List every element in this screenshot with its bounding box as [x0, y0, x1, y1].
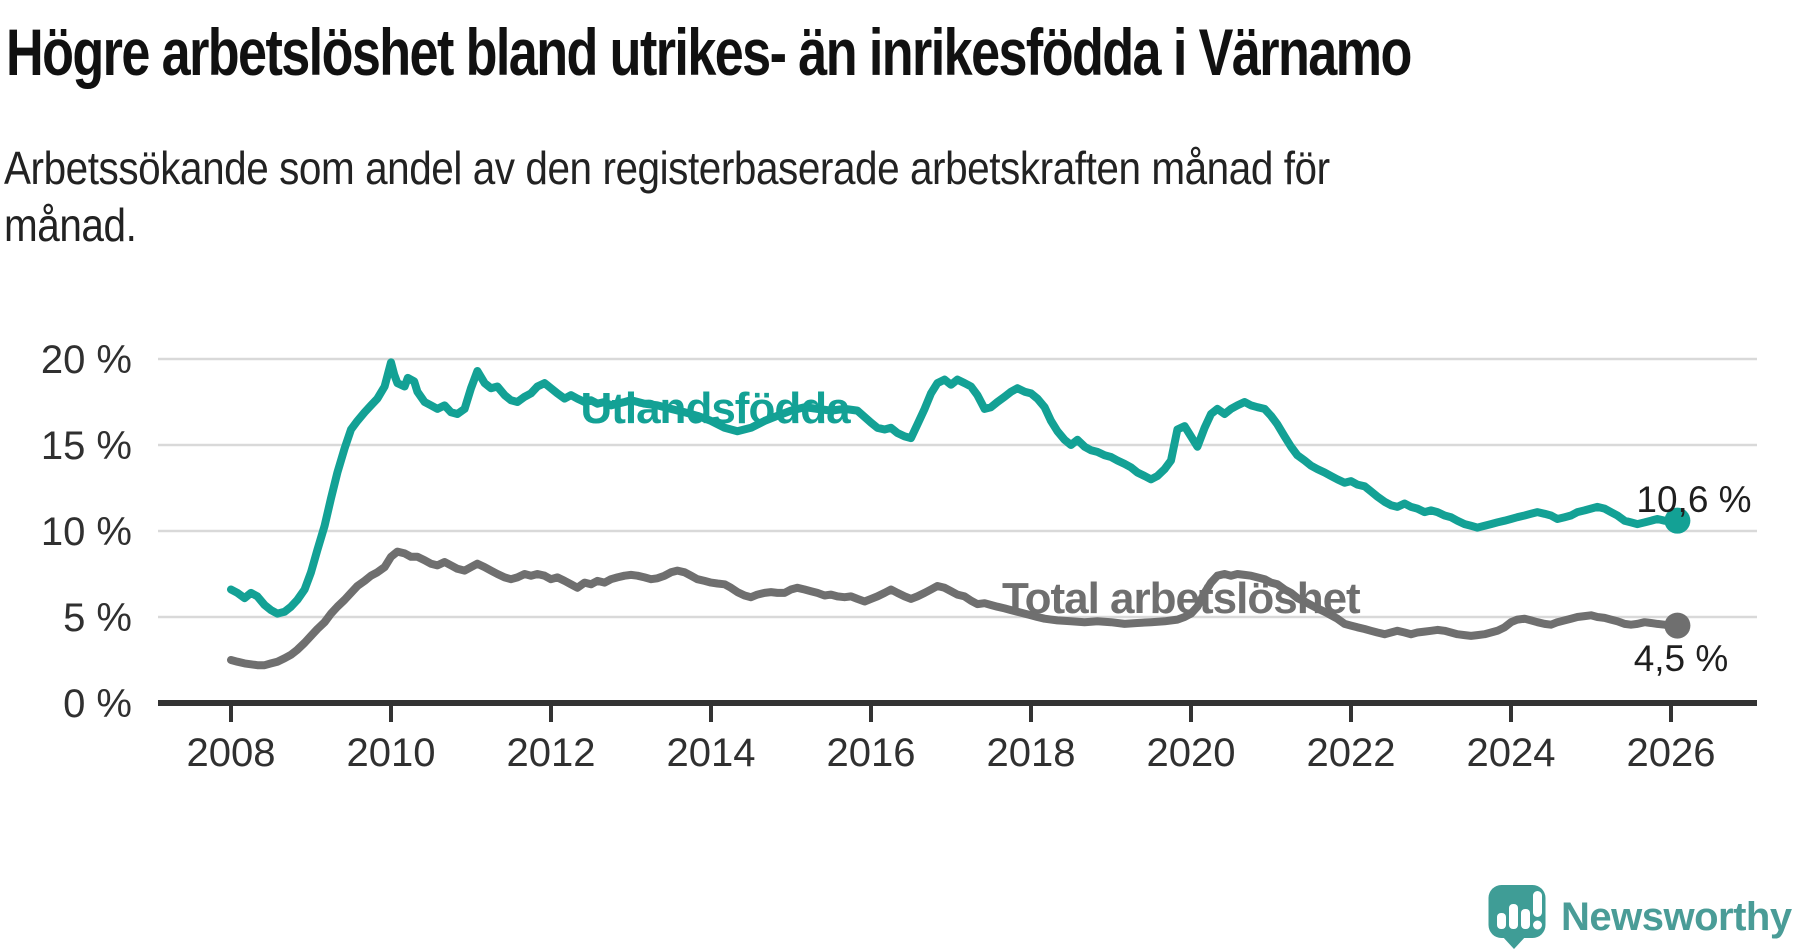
axis-tick-labels: 0 % 5 % 10 % 15 % 20 % 2008 2010 2012 2014 2016 20… — [41, 338, 1716, 775]
x-tick-label: 2022 — [1307, 731, 1396, 775]
end-value-label-total-arbetsloshet: 4,5 % — [1634, 638, 1729, 679]
y-tick-label: 10 % — [41, 510, 132, 554]
y-tick-label: 15 % — [41, 424, 132, 468]
x-axis — [158, 700, 1757, 722]
x-tick-label: 2008 — [187, 731, 276, 775]
chart-title: Högre arbetslöshet bland utrikes- än inr… — [6, 15, 1412, 89]
series-line-total-arbetsloshet — [227, 547, 1682, 670]
x-tick-label: 2010 — [347, 731, 436, 775]
x-tick-label: 2016 — [827, 731, 916, 775]
end-value-label-utlandsfodda: 10,6 % — [1636, 479, 1751, 520]
chart-subtitle: Arbetssökande som andel av den registerb… — [4, 142, 1330, 251]
series-end-dots — [1664, 507, 1691, 639]
newsworthy-branding: Newsworthy — [1488, 884, 1792, 950]
newsworthy-logo-icon — [1488, 885, 1546, 949]
series-label-utlandsfodda: Utlandsfödda — [580, 384, 851, 433]
gridlines — [158, 357, 1757, 619]
x-tick-label: 2024 — [1467, 731, 1556, 775]
y-tick-label: 5 % — [63, 596, 132, 640]
y-tick-label: 0 % — [63, 682, 132, 726]
series-annotations: Utlandsfödda Total arbetslöshet 10,6 % 4… — [580, 384, 1751, 679]
series-line-utlandsfodda — [227, 358, 1682, 618]
series-end-dot-total-arbetsloshet — [1664, 612, 1691, 639]
x-tick-label: 2020 — [1147, 731, 1236, 775]
x-tick-label: 2026 — [1627, 731, 1716, 775]
series-label-total-arbetsloshet: Total arbetslöshet — [1002, 574, 1361, 623]
series-end-dot-utlandsfodda — [1664, 507, 1691, 534]
series-lines — [227, 358, 1682, 670]
x-tick-label: 2018 — [987, 731, 1076, 775]
newsworthy-brand-name: Newsworthy — [1561, 894, 1792, 939]
y-tick-label: 20 % — [41, 338, 132, 382]
x-tick-label: 2014 — [667, 731, 756, 775]
x-tick-label: 2012 — [507, 731, 596, 775]
